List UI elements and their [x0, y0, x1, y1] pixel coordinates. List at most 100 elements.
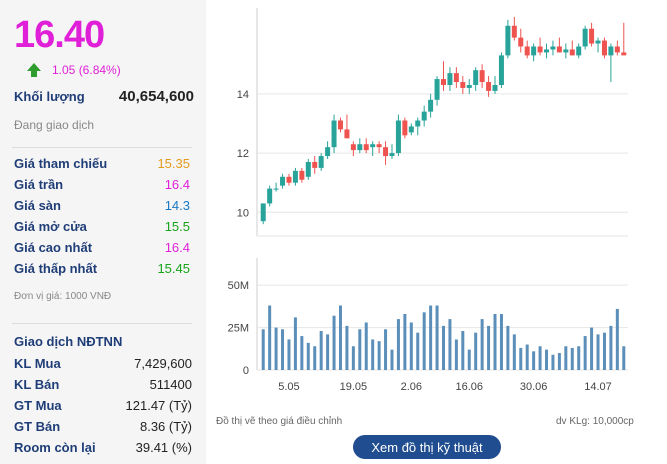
candle-body [363, 144, 369, 151]
trading-status: Đang giao dịch [14, 118, 95, 132]
volume-bar [532, 351, 536, 370]
price-info-label: Giá sàn [14, 198, 61, 213]
volume-bar [435, 305, 439, 370]
candle-body [621, 52, 627, 56]
candle-body [350, 144, 356, 151]
volume-bar [545, 349, 549, 370]
volume-bar [480, 319, 484, 370]
volume-bar [506, 325, 510, 370]
candle-body [280, 176, 286, 186]
price-info-row: Giá cao nhất 16.4 [14, 240, 190, 255]
volume-value: 40,654,600 [118, 88, 194, 105]
candle-body [325, 147, 331, 157]
volume-bar [332, 315, 336, 370]
candle-body [453, 73, 459, 83]
volume-bar [467, 349, 471, 370]
volume-bar [293, 317, 297, 370]
candle-body [331, 120, 337, 148]
candlestick-chart: 10 12 14 0 25M 50M 5.05 19.05 2.06 16.06 30.06 14.0… [228, 8, 628, 393]
candle-body [318, 156, 324, 168]
candle-body [460, 82, 466, 88]
date-tick-label: 19.05 [340, 381, 368, 393]
foreign-label: Room còn lại [14, 440, 96, 455]
price-info-label: Giá trần [14, 177, 64, 192]
date-tick-label: 16.06 [455, 381, 483, 393]
candle-body [286, 176, 292, 183]
candle-body [402, 120, 408, 136]
candle-body [589, 28, 595, 44]
candle-body [312, 161, 318, 168]
candle-body [383, 147, 389, 157]
volume-unit-note: dv KLg: 10,000cp [556, 416, 634, 427]
volume-bar [364, 322, 368, 370]
date-tick-label: 2.06 [401, 381, 422, 393]
candle-body [273, 188, 279, 190]
divider [12, 147, 192, 148]
volume-bar [268, 305, 272, 370]
volume-bar [338, 305, 342, 370]
price-tick-label: 10 [237, 207, 249, 219]
volume-bar [300, 336, 304, 370]
candle-body [544, 49, 550, 53]
volume-bar [409, 322, 413, 370]
date-tick-label: 30.06 [520, 381, 548, 393]
candle-body [434, 79, 440, 100]
volume-bar [403, 314, 407, 370]
volume-bar [358, 329, 362, 370]
foreign-trading-title: Giao dịch NĐTNN [14, 334, 123, 349]
volume-tick-label: 50M [228, 280, 249, 292]
volume-bar [577, 346, 581, 370]
volume-bar [564, 346, 568, 370]
candle-body [376, 144, 382, 148]
volume-bar [442, 325, 445, 370]
candle-body [267, 188, 273, 204]
foreign-row: GT Bán 8.36 (Tỷ) [14, 419, 192, 434]
candle-body [505, 25, 511, 56]
price-info-row: Giá trần 16.4 [14, 177, 190, 192]
technical-chart-button[interactable]: Xem đồ thị kỹ thuật [353, 435, 501, 459]
candle-body [569, 49, 575, 56]
volume-bar [499, 314, 503, 370]
volume-bar [287, 339, 291, 370]
volume-bar [313, 346, 317, 370]
price-tick-label: 14 [237, 89, 249, 101]
candle-body [582, 28, 588, 47]
volume-tick-label: 0 [243, 365, 249, 377]
candle-body [537, 46, 543, 53]
foreign-row: KL Mua 7,429,600 [14, 356, 192, 371]
candle-body [531, 46, 537, 56]
candle-body [614, 46, 620, 53]
volume-bar [422, 312, 426, 370]
volume-bar [512, 334, 516, 370]
date-tick-label: 14.07 [584, 381, 612, 393]
volume-bar [609, 325, 613, 370]
price-chart-area: 10 12 14 0 25M 50M 5.05 19.05 2.06 16.06 30.06 14.0… [206, 0, 667, 464]
candle-body [595, 40, 601, 44]
foreign-value: 7,429,600 [134, 356, 192, 371]
volume-bar [461, 330, 465, 370]
candle-body [357, 144, 363, 151]
volume-bar [429, 305, 433, 370]
foreign-value: 511400 [149, 377, 192, 392]
volume-bar [351, 346, 355, 370]
candle-body [518, 37, 524, 47]
price-info-value: 15.35 [157, 156, 190, 171]
price-info-row: Giá mở cửa 15.5 [14, 219, 190, 234]
volume-bar [622, 346, 626, 370]
candle-body [608, 46, 614, 56]
volume-bar [551, 354, 555, 370]
candle-body [305, 161, 311, 177]
foreign-value: 8.36 (Tỷ) [139, 419, 192, 434]
up-arrow-icon [27, 63, 41, 77]
candle-body [576, 46, 582, 56]
price-info-value: 16.4 [164, 177, 190, 192]
price-info-label: Giá thấp nhất [14, 261, 98, 276]
candle-body [479, 70, 485, 83]
volume-bar [345, 325, 349, 370]
candle-body [492, 84, 498, 91]
price-info-row: Giá sàn 14.3 [14, 198, 190, 213]
candle-body [441, 79, 446, 85]
price-info-value: 16.4 [164, 240, 190, 255]
candle-body [511, 25, 517, 38]
foreign-row: Room còn lại 39.41 (%) [14, 440, 192, 455]
